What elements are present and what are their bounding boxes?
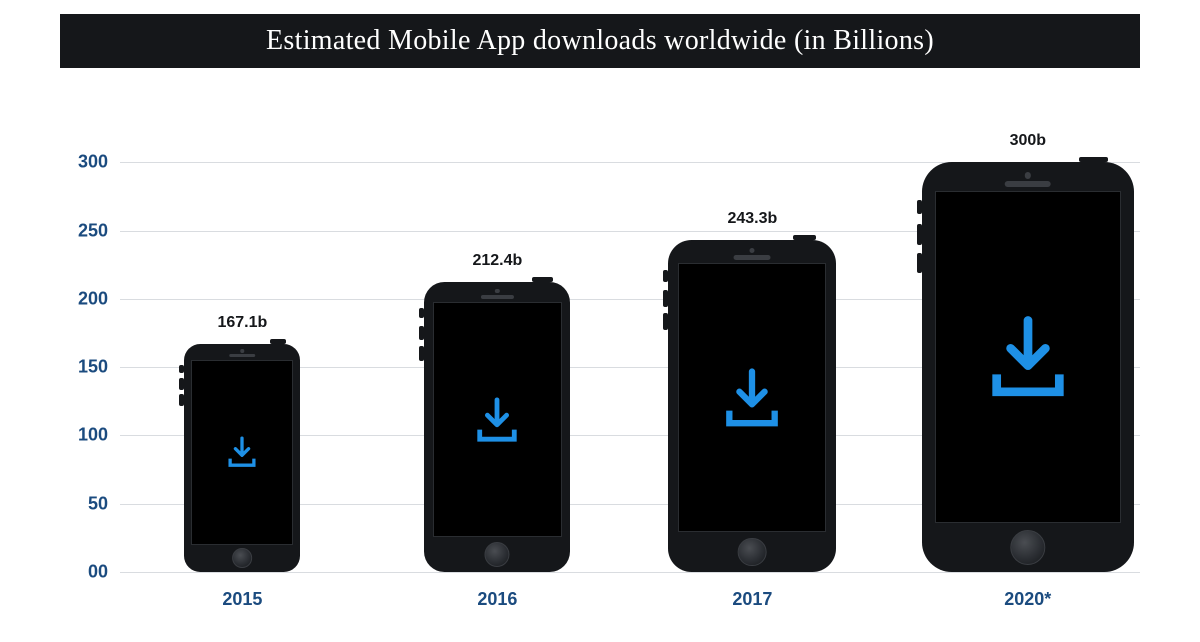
y-axis-label: 250 [58, 220, 108, 241]
x-axis-label: 2017 [732, 589, 772, 610]
download-icon [984, 313, 1071, 400]
bar-value-label: 212.4b [472, 252, 522, 270]
phone-bar [424, 282, 570, 572]
y-axis-label: 100 [58, 425, 108, 446]
chart-title: Estimated Mobile App downloads worldwide… [266, 25, 934, 57]
y-axis-label: 00 [58, 562, 108, 583]
download-icon [721, 366, 784, 429]
phone-home-button [485, 542, 510, 567]
grid-line [120, 572, 1140, 573]
download-icon [473, 396, 521, 444]
phone-screen [678, 263, 826, 532]
phone-bar [184, 344, 300, 572]
y-axis-label: 200 [58, 288, 108, 309]
download-icon [226, 436, 259, 469]
y-axis-label: 50 [58, 493, 108, 514]
phone-screen [935, 191, 1122, 523]
chart-title-bar: Estimated Mobile App downloads worldwide… [60, 14, 1140, 68]
phone-home-button [233, 548, 253, 568]
phone-home-button [738, 538, 767, 567]
bar-value-label: 243.3b [727, 210, 777, 228]
chart-area: 00501001502002503002015167.1b2016212.4b2… [120, 135, 1140, 572]
y-axis-label: 150 [58, 357, 108, 378]
bar-value-label: 167.1b [217, 314, 267, 332]
x-axis-label: 2020* [1004, 589, 1051, 610]
phone-bar [922, 162, 1134, 572]
x-axis-label: 2016 [477, 589, 517, 610]
bar-value-label: 300b [1010, 132, 1046, 150]
phone-screen [433, 302, 562, 537]
y-axis-label: 300 [58, 152, 108, 173]
phone-screen [191, 360, 293, 545]
phone-bar [668, 240, 836, 572]
x-axis-label: 2015 [222, 589, 262, 610]
phone-home-button [1010, 530, 1045, 565]
